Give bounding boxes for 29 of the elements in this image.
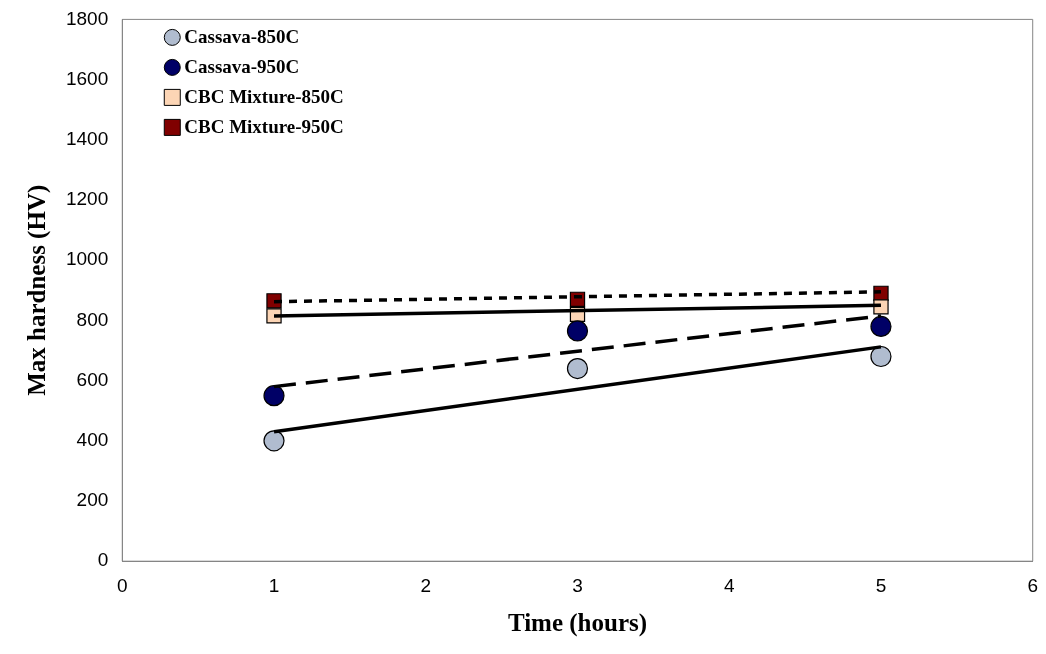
x-axis-title: Time (hours) <box>507 609 648 638</box>
y-tick-label: 1800 <box>65 7 109 29</box>
legend-label: Cassava-950C <box>184 56 300 78</box>
legend-label: Cassava-850C <box>184 26 300 48</box>
x-tick-label: 6 <box>1027 574 1039 596</box>
point <box>566 357 589 380</box>
y-tick-label: 600 <box>76 368 109 390</box>
y-tick-label: 1400 <box>65 128 109 150</box>
legend-label: CBC Mixture-950C <box>184 116 344 138</box>
y-tick-label: 800 <box>76 308 109 330</box>
x-tick-label: 4 <box>723 574 735 596</box>
y-axis-title: Max hardness (HV) <box>23 184 52 396</box>
y-tick-label: 0 <box>97 549 109 571</box>
legend-label: CBC Mixture-850C <box>184 86 344 108</box>
x-tick-label: 0 <box>116 574 128 596</box>
y-tick-label: 1600 <box>65 67 109 89</box>
y-tick-label: 1000 <box>65 248 109 270</box>
x-tick-label: 2 <box>420 574 432 596</box>
point <box>263 385 285 407</box>
x-tick-label: 1 <box>268 574 280 596</box>
point <box>263 430 285 452</box>
point <box>870 345 892 368</box>
x-tick-label: 5 <box>875 574 887 596</box>
y-tick-label: 200 <box>76 489 109 511</box>
point <box>566 320 589 342</box>
x-tick-label: 3 <box>572 574 583 596</box>
y-tick-label: 1200 <box>65 188 109 210</box>
y-tick-label: 400 <box>76 429 109 451</box>
point <box>870 315 892 338</box>
